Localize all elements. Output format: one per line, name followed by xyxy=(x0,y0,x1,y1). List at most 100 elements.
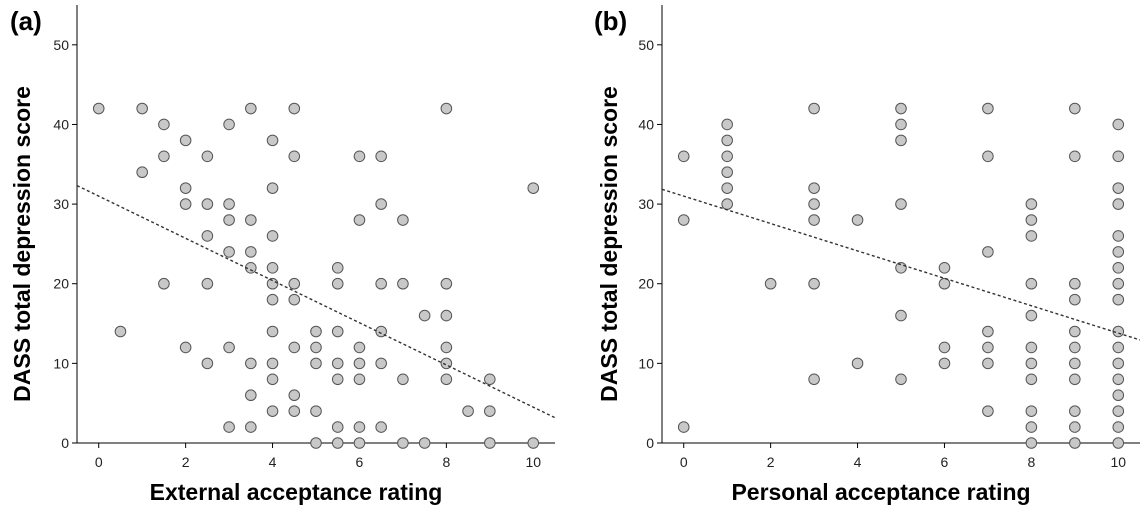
data-point xyxy=(266,262,279,274)
data-point xyxy=(895,198,907,210)
data-point xyxy=(1069,421,1081,433)
y-tick-label: 40 xyxy=(638,116,654,132)
data-point xyxy=(721,134,733,147)
data-point xyxy=(938,341,951,354)
data-point xyxy=(895,102,907,115)
data-point xyxy=(266,182,279,194)
data-point xyxy=(808,277,820,290)
data-point xyxy=(331,357,344,370)
data-point xyxy=(808,182,820,194)
data-point xyxy=(1025,405,1038,417)
x-tick-label: 0 xyxy=(680,454,688,470)
x-tick-label: 8 xyxy=(442,454,450,470)
y-axis-title: DASS total depression score xyxy=(9,86,35,402)
y-tick-label: 30 xyxy=(53,196,69,212)
data-point xyxy=(353,150,366,163)
data-point xyxy=(982,325,994,338)
data-point xyxy=(179,182,192,194)
data-point xyxy=(310,357,322,370)
data-point xyxy=(179,341,192,354)
data-point xyxy=(1069,293,1081,306)
data-point xyxy=(353,373,366,386)
data-point xyxy=(245,102,257,115)
data-point xyxy=(1112,198,1125,210)
data-point xyxy=(223,421,235,433)
data-point xyxy=(375,421,387,433)
data-point xyxy=(375,325,387,338)
data-point xyxy=(440,102,453,115)
data-point xyxy=(288,150,301,163)
y-tick-label: 0 xyxy=(61,435,69,451)
data-point xyxy=(288,341,301,354)
regression-line xyxy=(661,188,1140,341)
data-point xyxy=(245,214,257,226)
data-point xyxy=(1112,293,1125,306)
data-point xyxy=(245,389,257,402)
data-point xyxy=(353,214,366,226)
data-point xyxy=(721,182,733,194)
data-point xyxy=(310,341,322,354)
data-point xyxy=(808,214,820,226)
data-point xyxy=(1069,341,1081,354)
data-point xyxy=(938,277,951,290)
data-point xyxy=(136,102,148,115)
x-tick-label: 2 xyxy=(182,454,190,470)
data-point xyxy=(179,198,192,210)
data-point xyxy=(266,293,279,306)
data-point xyxy=(136,166,148,179)
data-point xyxy=(92,102,105,115)
data-point xyxy=(418,309,431,322)
data-point xyxy=(353,437,366,449)
data-point xyxy=(375,277,387,290)
data-point xyxy=(331,277,344,290)
data-point xyxy=(288,405,301,417)
data-point xyxy=(1025,421,1038,433)
y-tick-label: 10 xyxy=(638,355,654,371)
chart-panel-1: 0 10 20 30 40 50 0 2 4 6 8 10 (b) Personal acceptance… xyxy=(594,5,1140,505)
data-point xyxy=(440,309,453,322)
x-tick-label: 6 xyxy=(356,454,364,470)
data-point xyxy=(201,357,214,370)
data-point xyxy=(288,102,301,115)
data-point xyxy=(331,325,344,338)
data-point xyxy=(266,373,279,386)
data-point xyxy=(331,373,344,386)
data-point xyxy=(1112,437,1125,449)
data-point xyxy=(721,198,733,210)
x-tick-label: 4 xyxy=(854,454,862,470)
data-point xyxy=(1112,262,1125,274)
data-point xyxy=(397,277,409,290)
data-point xyxy=(223,198,235,210)
data-point xyxy=(440,277,453,290)
y-tick-label: 20 xyxy=(53,276,69,292)
y-axis-title: DASS total depression score xyxy=(596,86,622,402)
data-point xyxy=(1112,182,1125,194)
data-point xyxy=(1112,230,1125,242)
data-point xyxy=(808,373,820,386)
x-tick-label: 10 xyxy=(525,454,541,470)
data-point xyxy=(201,150,214,163)
data-point xyxy=(201,230,214,242)
data-point xyxy=(245,421,257,433)
x-tick-label: 8 xyxy=(1027,454,1035,470)
data-point xyxy=(1112,150,1125,163)
data-point xyxy=(764,277,777,290)
data-point xyxy=(677,150,690,163)
data-point xyxy=(1025,230,1038,242)
data-point xyxy=(331,262,344,274)
data-point xyxy=(1069,150,1081,163)
data-point xyxy=(527,182,540,194)
data-point xyxy=(158,118,170,131)
data-point xyxy=(1069,277,1081,290)
data-point xyxy=(223,214,235,226)
data-point xyxy=(895,373,907,386)
data-point xyxy=(375,150,387,163)
data-point xyxy=(201,277,214,290)
data-point xyxy=(1025,277,1038,290)
x-tick-label: 6 xyxy=(941,454,949,470)
regression-line xyxy=(76,184,556,419)
data-point xyxy=(851,357,864,370)
data-point xyxy=(375,357,387,370)
data-point xyxy=(808,102,820,115)
